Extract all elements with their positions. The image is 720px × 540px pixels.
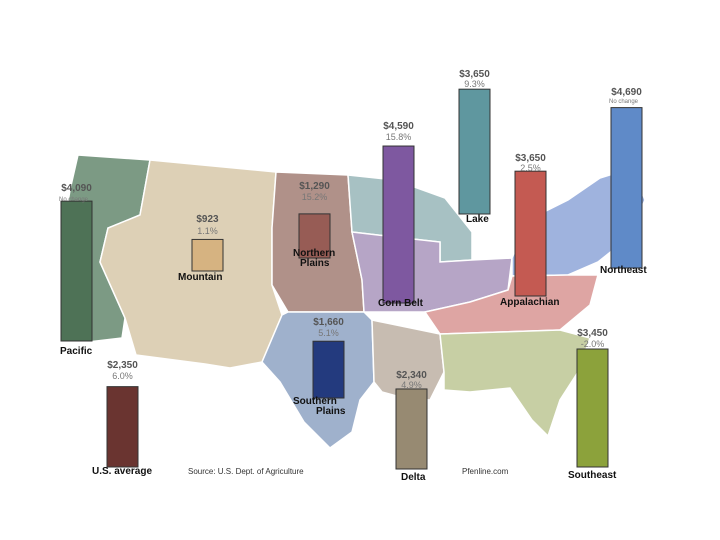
change-label-lake: 9.3% [464, 79, 485, 89]
bar-appalachian [514, 170, 547, 297]
bar-layer [60, 88, 643, 470]
region-label-lake: Lake [466, 214, 489, 225]
value-label-northern-plains: $1,290 [299, 181, 330, 192]
change-label-southeast: -2.0% [581, 339, 605, 349]
change-label-pacific: No change [59, 197, 89, 203]
change-label-corn-belt: 15.8% [386, 132, 412, 142]
bar-northern-plains [298, 213, 331, 259]
change-label-southern-plains: 5.1% [318, 328, 339, 338]
bar-northeast [610, 107, 643, 269]
change-label-mountain: 1.1% [197, 226, 218, 236]
bar-mountain [191, 238, 224, 272]
region-label-northern-plains-line2: Plains [300, 258, 330, 269]
credit-note: Pfenline.com [462, 467, 509, 476]
value-label-corn-belt: $4,590 [383, 121, 414, 132]
change-label-u-s-average: 6.0% [112, 371, 133, 381]
value-label-delta: $2,340 [396, 370, 427, 381]
value-label-southern-plains: $1,660 [313, 317, 344, 328]
bar-u-s-average [106, 386, 139, 468]
region-label-pacific: Pacific [60, 346, 93, 357]
bar-pacific [60, 200, 93, 342]
value-label-southeast: $3,450 [577, 328, 608, 339]
region-label-delta: Delta [401, 472, 426, 483]
source-note: Source: U.S. Dept. of Agriculture [188, 467, 304, 476]
change-label-delta: 4.9% [401, 380, 422, 390]
value-label-appalachian: $3,650 [515, 153, 546, 164]
bar-delta [395, 388, 428, 470]
value-label-mountain: $923 [196, 214, 219, 225]
region-label-northeast: Northeast [600, 265, 647, 276]
value-label-pacific: $4,090 [61, 183, 92, 194]
change-label-northern-plains: 15.2% [302, 192, 328, 202]
region-label-southeast: Southeast [568, 470, 617, 481]
change-label-appalachian: 2.5% [520, 163, 541, 173]
region-label-corn-belt: Corn Belt [378, 298, 424, 309]
value-label-northeast: $4,690 [611, 87, 642, 98]
region-label-northern-plains: Northern [293, 248, 335, 259]
region-label-mountain: Mountain [178, 272, 222, 283]
bar-southeast [576, 348, 609, 468]
region-label-u-s-average: U.S. average [92, 466, 152, 477]
value-label-u-s-average: $2,350 [107, 360, 138, 371]
region-label-southern-plains: Southern [293, 396, 337, 407]
bar-corn-belt [382, 145, 415, 304]
region-label-appalachian: Appalachian [500, 297, 559, 308]
bar-southern-plains [312, 340, 345, 399]
bar-lake [458, 88, 491, 215]
change-label-northeast: No change [609, 99, 639, 105]
region-label-southern-plains-line2: Plains [316, 406, 346, 417]
value-label-lake: $3,650 [459, 69, 490, 80]
